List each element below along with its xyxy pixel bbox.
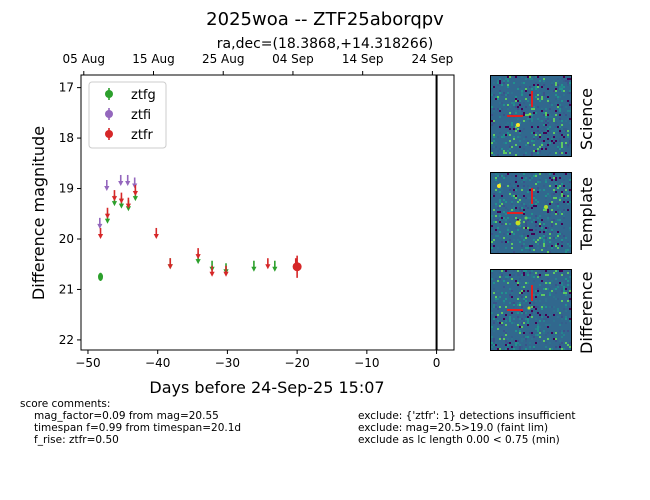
light-curve-axes: −50 −40 −30 −20 −10 0 17 18 19 20 21 22 05 Aug 15 Aug… (59, 52, 455, 370)
difference-horizontal-marker (507, 309, 523, 311)
x-tick-label: −20 (284, 356, 309, 370)
plot-frame (80, 74, 455, 351)
y-tick-label: 21 (59, 282, 74, 296)
science-horizontal-marker (507, 115, 523, 117)
template-vertical-marker (531, 188, 533, 204)
x-tick-label: −10 (354, 356, 379, 370)
ztfi-upper-limit-marker (97, 223, 103, 229)
ztfr-upper-limit-marker (265, 264, 271, 270)
score-comment-line: timespan f=0.99 from timespan=20.1d (34, 422, 242, 434)
difference-thumbnail (490, 269, 572, 351)
ztfr-upper-limit-marker (209, 271, 215, 277)
template-horizontal-marker (507, 212, 523, 214)
ztfg-upper-limit-marker (195, 259, 201, 265)
score-comment-line: f_rise: ztfr=0.50 (34, 434, 119, 446)
ztfg-legend-label: ztfg (131, 88, 156, 103)
score-comments-heading: score comments: (20, 398, 111, 410)
ztfr-upper-limit-marker (223, 271, 229, 277)
y-tick-label: 18 (59, 131, 74, 145)
science-image (491, 76, 571, 156)
top-axis-tick-label: 25 Aug (202, 52, 245, 66)
difference-label: Difference (577, 271, 596, 354)
top-axis-tick-label: 04 Sep (272, 52, 314, 66)
ztfr-upper-limit-marker (97, 233, 104, 239)
y-tick-label: 19 (59, 182, 74, 196)
x-tick-label: −30 (215, 356, 240, 370)
ztfr-upper-limit-marker (125, 203, 132, 209)
x-tick-label: 0 (433, 356, 441, 370)
ztfg-upper-limit-marker (111, 201, 118, 207)
top-axis-tick-label: 14 Sep (342, 52, 384, 66)
score-comment-line: mag_factor=0.09 from mag=20.55 (34, 410, 219, 422)
ztfi-legend-marker (105, 110, 113, 118)
exclude-comments: exclude: {'ztfr': 1} detections insuffic… (358, 410, 576, 446)
science-label: Science (577, 87, 596, 150)
ztfg-legend-marker (105, 90, 113, 98)
ztfr-legend-marker (105, 130, 113, 138)
y-tick-label: 17 (59, 81, 74, 95)
light-curve-figure: 2025woa -- ZTF25aborqpv ra,dec=(18.3868,… (29, 9, 455, 397)
ztfi-legend-label: ztfi (131, 108, 151, 123)
ztfr-upper-limit-marker (167, 264, 173, 270)
science-vertical-marker (531, 91, 533, 107)
exclude-comment-line: exclude as lc length 0.00 < 0.75 (min) (358, 434, 560, 446)
ztfg-upper-limit-marker (132, 196, 138, 202)
x-axis-label: Days before 24-Sep-25 15:07 (149, 378, 384, 397)
template-thumbnail (490, 172, 572, 254)
ztfr-legend-label: ztfr (131, 128, 153, 143)
score-comments: score comments: mag_factor=0.09 from mag… (20, 398, 241, 446)
ztfg-detection-point (98, 272, 104, 281)
top-axis-tick-label: 15 Aug (132, 52, 175, 66)
y-axis-label: Difference magnitude (29, 126, 48, 300)
top-axis-tick-label: 05 Aug (63, 52, 106, 66)
ztfr-upper-limit-marker (153, 233, 159, 239)
ztfg-upper-limit-marker (125, 206, 132, 212)
ztfg-upper-limit-marker (251, 266, 257, 272)
top-axis-tick-label: 24 Sep (412, 52, 454, 66)
ztfr-upper-limit-marker (111, 196, 118, 202)
ztfg-upper-limit-marker (118, 203, 125, 209)
exclude-comment-line: exclude: mag=20.5>19.0 (faint lim) (358, 422, 549, 434)
ztfr-upper-limit-marker (195, 254, 201, 260)
plot-subtitle: ra,dec=(18.3868,+14.318266) (217, 36, 433, 52)
science-thumbnail (490, 75, 572, 157)
exclude-comment-line: exclude: {'ztfr': 1} detections insuffic… (358, 410, 576, 422)
ztfg-upper-limit-marker (104, 218, 111, 224)
ztfi-upper-limit-marker (104, 186, 110, 192)
template-label: Template (577, 176, 596, 250)
ztfr-upper-limit-marker (132, 191, 138, 197)
difference-vertical-marker (531, 285, 533, 301)
y-tick-label: 22 (59, 333, 74, 347)
ztfr-upper-limit-marker (104, 213, 111, 219)
plot-title: 2025woa -- ZTF25aborqpv (206, 9, 444, 30)
y-tick-label: 20 (59, 232, 74, 246)
ztfr-detection-point (292, 262, 302, 272)
difference-image (491, 270, 571, 350)
ztfg-upper-limit-marker (272, 266, 278, 272)
ztfi-upper-limit-marker (118, 180, 124, 186)
ztfi-upper-limit-marker (125, 180, 131, 186)
x-tick-label: −50 (75, 356, 100, 370)
ztfr-upper-limit-marker (118, 198, 125, 204)
template-image (491, 173, 571, 253)
x-tick-label: −40 (145, 356, 170, 370)
